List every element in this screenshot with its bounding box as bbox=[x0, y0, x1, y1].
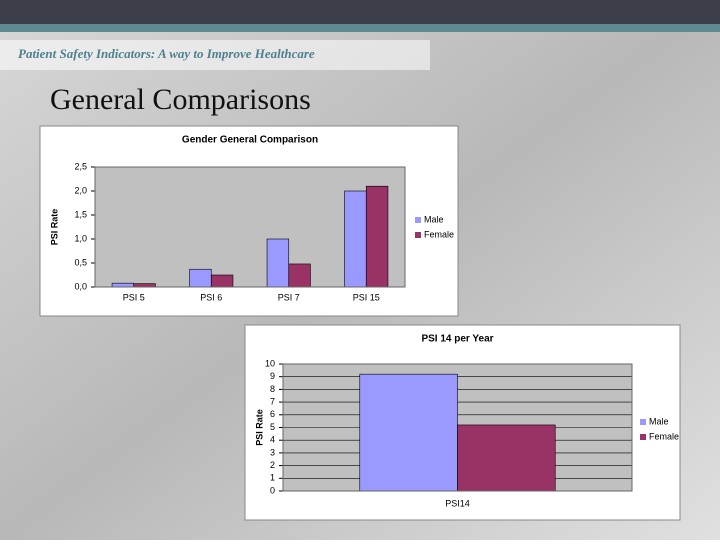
y-axis-label: PSI Rate bbox=[49, 209, 59, 246]
plot-frame bbox=[282, 363, 633, 492]
y-tick-label: 6 bbox=[270, 409, 275, 419]
y-tick-label: 10 bbox=[265, 358, 275, 368]
y-tick-label: 0 bbox=[270, 485, 275, 495]
legend-label: Female bbox=[424, 229, 454, 239]
plot-frame bbox=[94, 166, 406, 288]
y-tick-label: 5 bbox=[270, 422, 275, 432]
legend-label: Male bbox=[424, 214, 444, 224]
bar bbox=[457, 424, 556, 492]
y-tick-label: 0,0 bbox=[74, 281, 87, 291]
y-axis-label: PSI Rate bbox=[254, 409, 264, 446]
y-tick-label: 7 bbox=[270, 396, 275, 406]
chart-title: PSI 14 per Year bbox=[421, 334, 493, 345]
bar bbox=[344, 190, 367, 288]
x-tick-label: PSI 15 bbox=[353, 292, 380, 302]
bar bbox=[189, 268, 212, 288]
legend-swatch bbox=[640, 419, 646, 425]
y-tick-label: 1,0 bbox=[74, 233, 87, 243]
y-tick-label: 2,5 bbox=[74, 161, 87, 171]
legend-label: Female bbox=[649, 431, 679, 441]
top-bar bbox=[0, 0, 720, 24]
y-tick-label: 1,5 bbox=[74, 209, 87, 219]
legend-swatch bbox=[415, 232, 421, 238]
bar bbox=[266, 238, 290, 288]
x-tick-label: PSI 7 bbox=[278, 292, 300, 302]
y-tick-label: 1 bbox=[270, 473, 275, 483]
bar bbox=[210, 274, 234, 288]
slide-title: General Comparisons bbox=[50, 83, 311, 116]
bar bbox=[111, 282, 135, 288]
legend-swatch bbox=[640, 434, 646, 440]
legend-swatch bbox=[415, 217, 421, 223]
y-tick-label: 9 bbox=[270, 371, 275, 381]
y-tick-label: 8 bbox=[270, 384, 275, 394]
x-tick-label: PSI 5 bbox=[123, 292, 145, 302]
slide-header: Patient Safety Indicators: A way to Impr… bbox=[18, 46, 315, 61]
bar bbox=[133, 283, 156, 288]
accent-bar bbox=[0, 24, 720, 32]
x-tick-label: PSI14 bbox=[445, 498, 470, 508]
y-tick-label: 3 bbox=[270, 447, 275, 457]
y-tick-label: 0,5 bbox=[74, 257, 87, 267]
bar bbox=[359, 373, 458, 492]
chart-title: Gender General Comparison bbox=[182, 135, 318, 146]
bar bbox=[288, 263, 311, 288]
bar bbox=[365, 185, 389, 288]
header-band bbox=[0, 40, 430, 70]
y-tick-label: 2,0 bbox=[74, 185, 87, 195]
y-tick-label: 4 bbox=[270, 435, 275, 445]
y-tick-label: 2 bbox=[270, 460, 275, 470]
x-tick-label: PSI 6 bbox=[200, 292, 222, 302]
legend-label: Male bbox=[649, 416, 669, 426]
